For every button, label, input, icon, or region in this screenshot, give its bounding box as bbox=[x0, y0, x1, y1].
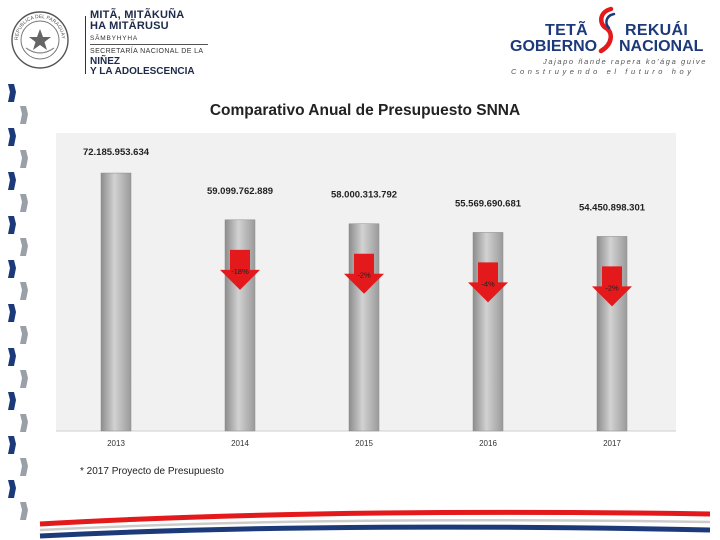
chevron-mark bbox=[8, 436, 16, 454]
chevron-mark bbox=[8, 84, 16, 102]
change-label-2017: -2% bbox=[605, 283, 619, 292]
chevron-mark bbox=[8, 480, 16, 498]
chevron-mark bbox=[20, 238, 28, 256]
chevron-mark bbox=[8, 348, 16, 366]
org-name: MITÃ, MITÃKUÑA HA MITÃRUSU bbox=[90, 10, 184, 32]
gov-motto-spanish: Construyendo el futuro hoy bbox=[511, 67, 695, 76]
change-label-2016: -4% bbox=[481, 279, 495, 288]
budget-bar-chart: 72.185.953.634 2013 59.099.762.889 2014 -18%… bbox=[56, 133, 676, 448]
chevron-mark bbox=[20, 194, 28, 212]
change-label-2014: -18% bbox=[231, 267, 249, 276]
org-rule bbox=[90, 44, 208, 45]
chevron-mark bbox=[8, 128, 16, 146]
chevron-mark bbox=[8, 260, 16, 278]
org-ninez: NIÑEZ bbox=[90, 56, 120, 67]
chevron-mark bbox=[8, 304, 16, 322]
chevron-mark bbox=[20, 458, 28, 476]
tick-label-2014: 2014 bbox=[231, 439, 249, 448]
value-label-2014: 59.099.762.889 bbox=[207, 186, 273, 197]
chevron-mark bbox=[8, 392, 16, 410]
national-seal-icon: REPUBLICA DEL PARAGUAY bbox=[11, 11, 69, 69]
decrease-arrow-2015 bbox=[344, 253, 384, 294]
bar-2013 bbox=[100, 172, 132, 432]
bar-2016 bbox=[472, 232, 504, 432]
org-sub: SÃMBYHYHA bbox=[90, 35, 139, 42]
chevron-mark bbox=[20, 150, 28, 168]
org-adolescencia: Y LA ADOLESCENCIA bbox=[90, 66, 195, 77]
tick-label-2016: 2016 bbox=[479, 439, 497, 448]
bar-2017 bbox=[596, 236, 628, 432]
chevron-mark bbox=[8, 172, 16, 190]
decrease-arrow-2016 bbox=[468, 262, 508, 303]
decrease-arrow-2014 bbox=[220, 249, 260, 290]
value-label-2017: 54.450.898.301 bbox=[579, 202, 646, 213]
chevron-mark bbox=[20, 370, 28, 388]
org-ninez-adolescencia: NIÑEZ Y LA ADOLESCENCIA bbox=[90, 57, 195, 77]
gov-rekuai: REKUÁI bbox=[625, 22, 689, 39]
snna-logo: REPUBLICA DEL PARAGUAY MITÃ, MITÃKUÑA HA… bbox=[8, 6, 218, 77]
org-secretaria: SECRETARÍA NACIONAL DE LA bbox=[90, 48, 204, 55]
header-divider bbox=[85, 16, 86, 74]
gov-motto-guarani: Jajapo ñande rapera ko'ága guive bbox=[543, 57, 707, 66]
change-label-2015: -2% bbox=[357, 271, 371, 280]
chart-title: Comparativo Anual de Presupuesto SNNA bbox=[209, 102, 521, 119]
footnote: * 2017 Proyecto de Presupuesto bbox=[80, 466, 224, 477]
chevron-mark bbox=[20, 106, 28, 124]
tick-label-2017: 2017 bbox=[603, 439, 621, 448]
tick-label-2015: 2015 bbox=[355, 439, 373, 448]
decrease-arrow-2017 bbox=[592, 266, 632, 307]
gobierno-nacional-logo: TETÃ REKUÁI GOBIERNO NACIONAL Jajapo ñan… bbox=[505, 4, 715, 76]
gobierno-s-icon bbox=[598, 6, 616, 54]
org-line1: MITÃ, MITÃKUÑA bbox=[90, 9, 185, 21]
gov-teta: TETÃ bbox=[545, 22, 588, 39]
decorative-chevrons bbox=[8, 84, 28, 520]
gov-gobierno: GOBIERNO bbox=[510, 38, 598, 55]
value-label-2015: 58.000.313.792 bbox=[331, 190, 397, 201]
chevron-mark bbox=[20, 502, 28, 520]
chevron-mark bbox=[20, 414, 28, 432]
value-label-2016: 55.569.690.681 bbox=[455, 198, 522, 209]
chevron-mark bbox=[20, 282, 28, 300]
org-line2: HA MITÃRUSU bbox=[90, 20, 169, 32]
chevron-mark bbox=[20, 326, 28, 344]
value-label-2013: 72.185.953.634 bbox=[83, 147, 150, 158]
gov-nacional: NACIONAL bbox=[619, 38, 704, 55]
tick-label-2013: 2013 bbox=[107, 439, 125, 448]
chevron-mark bbox=[8, 216, 16, 234]
decorative-flag-stripes bbox=[39, 509, 711, 539]
